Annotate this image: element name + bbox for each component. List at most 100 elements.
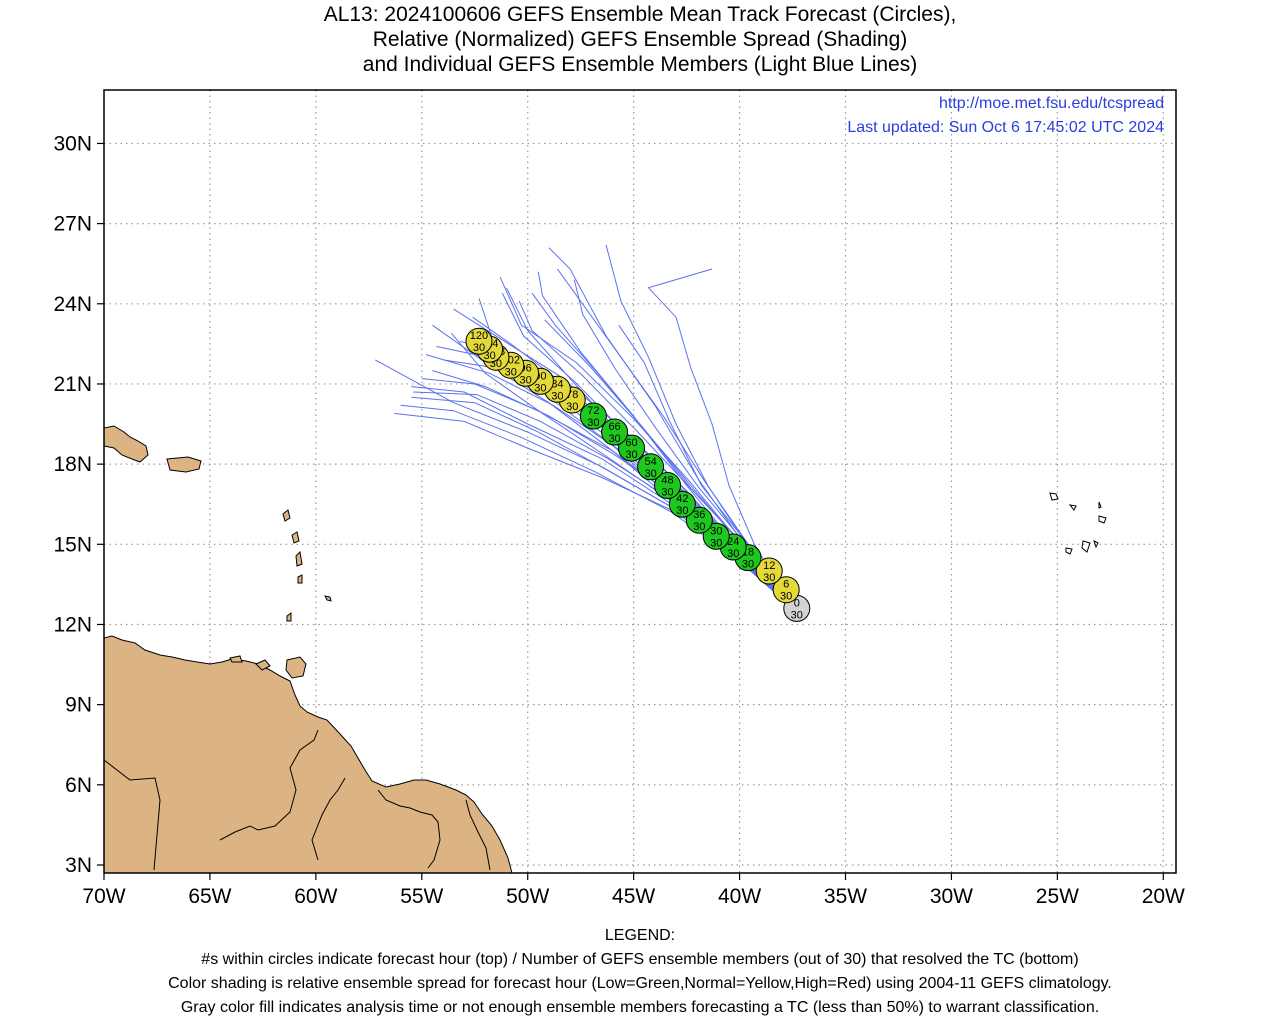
track-circle [685,506,713,534]
track-circle [579,402,607,430]
x-tick-label: 40W [718,885,761,908]
member-count-label: 30 [763,572,775,584]
forecast-hour-label: 60 [625,437,637,449]
y-tick-label: 6N [65,774,92,797]
x-tick-label: 60W [294,885,337,908]
credit-updated: Last updated: Sun Oct 6 17:45:02 UTC 202… [847,119,1164,136]
member-count-label: 30 [519,374,531,386]
member-count-label: 30 [742,559,754,571]
y-tick-label: 9N [65,694,92,717]
legend-heading: LEGEND: [604,927,676,944]
x-tick-label: 25W [1036,885,1079,908]
axis-ticks: 70W 65W 60W 55W 50W 45W 40W 35W 30W 25W 20W 3N 6N 9N 1… [53,132,1185,908]
title-line-3: and Individual GEFS Ensemble Members (Li… [362,53,918,76]
track-circle [465,327,493,355]
forecast-hour-label: 0 [794,597,800,609]
legend-line-1: #s within circles indicate forecast hour… [201,951,1079,968]
y-tick-label: 27N [53,213,92,236]
track-circle [755,557,783,585]
member-count-label: 30 [587,417,599,429]
track-circle [618,434,646,462]
forecast-hour-label: 120 [470,330,488,342]
track-map: 0306301230183024303030363042304830543060… [53,89,1185,908]
title-line-2: Relative (Normalized) GEFS Ensemble Spre… [372,28,908,51]
y-tick-label: 12N [53,613,92,636]
plot-frame [103,89,1177,874]
member-count-label: 30 [625,449,637,461]
forecast-hour-label: 72 [587,405,599,417]
y-tick-label: 24N [53,293,92,316]
land-layer [104,425,1107,873]
member-track-line [647,268,793,609]
forecast-hour-label: 6 [783,579,789,591]
legend-line-2: Color shading is relative ensemble sprea… [168,975,1112,992]
x-tick-label: 65W [188,885,231,908]
member-count-label: 30 [566,401,578,413]
track-circle [702,522,730,550]
title-line-1: AL13: 2024100606 GEFS Ensemble Mean Trac… [323,3,957,26]
member-count-label: 30 [644,468,656,480]
guyana-borders [104,729,491,871]
forecast-hour-label: 42 [676,493,688,505]
forecast-hour-label: 84 [551,378,563,390]
chart-title: AL13: 2024100606 GEFS Ensemble Mean Trac… [0,2,1280,77]
x-tick-label: 50W [506,885,549,908]
member-count-label: 30 [534,382,546,394]
grid-lines [104,90,1176,873]
legend: LEGEND: #s within circles indicate forec… [0,924,1280,1020]
member-count-label: 30 [727,548,739,560]
forecast-hour-label: 24 [727,536,739,548]
forecast-hour-label: 12 [763,560,775,572]
x-tick-label: 55W [400,885,443,908]
member-count-label: 30 [473,342,485,354]
member-count-label: 30 [693,521,705,533]
member-count-label: 30 [710,537,722,549]
y-tick-label: 21N [53,373,92,396]
member-count-label: 30 [661,487,673,499]
x-tick-label: 70W [82,885,125,908]
trinidad-island [285,656,307,679]
hispaniola-puerto-rico-island [104,425,149,463]
legend-line-3: Gray color fill indicates analysis time … [180,999,1100,1016]
track-point: 630 [772,576,800,604]
track-circle [772,576,800,604]
track-circle [637,453,665,481]
member-count-label: 30 [483,350,495,362]
member-count-label: 30 [551,390,563,402]
member-count-label: 30 [608,433,620,445]
member-count-label: 30 [676,505,688,517]
forecast-hour-label: 66 [608,421,620,433]
y-tick-label: 15N [53,533,92,556]
member-count-label: 30 [505,366,517,378]
credit-url: http://moe.met.fsu.edu/tcspread [939,95,1164,112]
lesser-antilles-islands [229,509,332,671]
puerto-rico-island [166,456,202,473]
x-tick-label: 45W [612,885,655,908]
mean-track-circles: 0306301230183024303030363042304830543060… [465,327,811,622]
forecast-hour-label: 48 [661,475,673,487]
track-circle [654,472,682,500]
x-tick-label: 30W [930,885,973,908]
forecast-hour-label: 36 [693,509,705,521]
track-circle [601,418,629,446]
forecast-hour-label: 30 [710,525,722,537]
cape-verde-islands [1049,492,1107,555]
track-circle [668,490,696,518]
y-tick-label: 18N [53,453,92,476]
y-tick-label: 3N [65,854,92,877]
x-tick-label: 20W [1142,885,1185,908]
forecast-hour-label: 54 [644,456,656,468]
south-america-land [104,635,513,873]
member-count-label: 30 [791,609,803,621]
x-tick-label: 35W [824,885,867,908]
